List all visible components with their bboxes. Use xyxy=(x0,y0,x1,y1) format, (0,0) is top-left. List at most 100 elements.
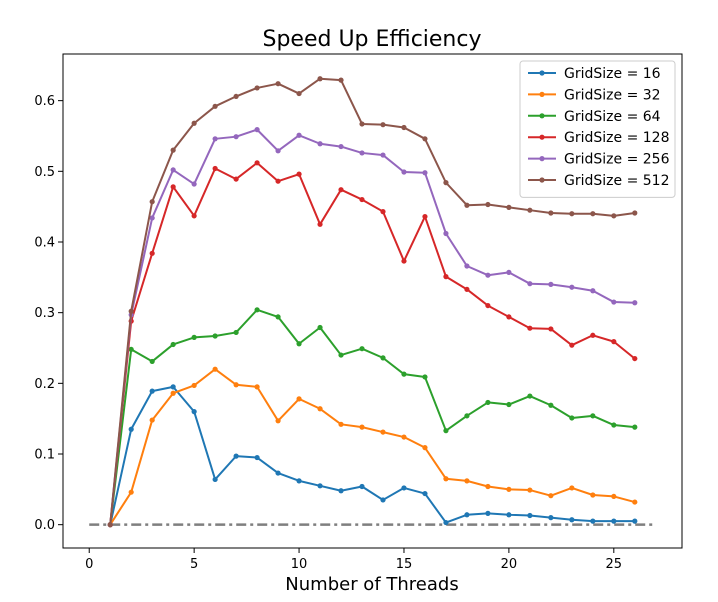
x-tick-label: 25 xyxy=(606,557,623,572)
legend-entry: GridSize = 256 xyxy=(528,152,670,168)
data-point xyxy=(464,263,470,269)
data-point xyxy=(212,366,218,372)
data-point xyxy=(506,486,512,492)
data-point xyxy=(107,522,113,528)
data-point xyxy=(212,136,218,142)
x-axis-ticks: 0 5 10 15 20 25 xyxy=(85,548,622,572)
legend-entry: GridSize = 512 xyxy=(528,173,669,189)
x-tick-label: 15 xyxy=(396,557,413,572)
data-point xyxy=(170,384,176,390)
data-point xyxy=(338,488,344,494)
data-point xyxy=(464,478,470,484)
data-point xyxy=(590,413,596,419)
data-point xyxy=(149,388,155,394)
legend-label: GridSize = 64 xyxy=(564,109,661,125)
legend-label: GridSize = 32 xyxy=(564,87,661,103)
legend-swatch-marker xyxy=(539,134,545,140)
data-point xyxy=(611,213,617,219)
data-point xyxy=(548,493,554,499)
data-point xyxy=(275,81,281,87)
data-point xyxy=(275,314,281,320)
data-point xyxy=(569,284,575,290)
series-line xyxy=(109,161,636,525)
data-point xyxy=(506,512,512,518)
y-tick-label: 0.6 xyxy=(34,94,55,109)
data-point xyxy=(548,210,554,216)
data-point xyxy=(212,165,218,172)
data-point xyxy=(422,136,428,142)
series-line xyxy=(109,385,635,525)
x-tick-label: 5 xyxy=(190,557,198,572)
data-point xyxy=(569,211,575,217)
data-point xyxy=(422,213,428,220)
data-point xyxy=(548,326,554,332)
data-point xyxy=(170,341,176,348)
data-point xyxy=(632,424,638,430)
data-point xyxy=(338,77,344,83)
data-point xyxy=(464,286,470,292)
data-point xyxy=(401,124,407,131)
data-point xyxy=(380,429,386,435)
data-point xyxy=(380,497,386,503)
data-point xyxy=(275,470,281,476)
legend-label: GridSize = 256 xyxy=(564,152,670,168)
data-point xyxy=(590,492,596,498)
legend-swatch-marker xyxy=(539,70,545,76)
data-point xyxy=(359,424,365,430)
data-point xyxy=(464,512,470,518)
data-point xyxy=(380,208,386,215)
legend-swatch-marker xyxy=(539,113,545,119)
data-point xyxy=(506,401,512,408)
data-point xyxy=(233,329,239,336)
data-point xyxy=(464,202,470,208)
data-point xyxy=(485,510,491,516)
legend-label: GridSize = 16 xyxy=(564,66,661,82)
data-point xyxy=(317,483,323,489)
data-point xyxy=(506,269,512,275)
data-point xyxy=(443,274,449,280)
legend: GridSize = 16 GridSize = 32 GridSize = 64 G… xyxy=(519,60,676,198)
data-point xyxy=(359,196,365,203)
data-point xyxy=(149,199,155,205)
data-point xyxy=(149,250,155,256)
data-point xyxy=(254,307,260,313)
data-point xyxy=(338,187,344,193)
data-point xyxy=(443,428,449,434)
x-tick-label: 10 xyxy=(291,557,308,572)
data-point xyxy=(191,409,197,415)
data-point xyxy=(233,176,239,182)
data-point xyxy=(233,382,239,388)
data-point xyxy=(296,341,302,347)
data-point xyxy=(527,281,533,287)
series-5 xyxy=(107,76,638,528)
data-point xyxy=(149,215,155,221)
data-point xyxy=(212,476,218,483)
data-point xyxy=(632,355,638,362)
data-point xyxy=(170,167,176,173)
data-point xyxy=(485,399,491,406)
data-point xyxy=(632,518,638,524)
data-point xyxy=(359,121,365,127)
legend-swatch-marker xyxy=(539,91,545,97)
y-tick-label: 0.0 xyxy=(34,518,55,533)
data-point xyxy=(338,352,344,358)
data-point xyxy=(611,422,617,428)
data-point xyxy=(443,180,449,186)
data-point xyxy=(506,204,512,210)
data-point xyxy=(275,178,281,184)
data-point xyxy=(128,346,134,353)
series-line xyxy=(109,308,635,525)
x-axis-label: Number of Threads xyxy=(285,574,458,595)
data-point xyxy=(275,148,281,154)
data-point xyxy=(632,210,638,216)
y-tick-label: 0.2 xyxy=(34,377,55,392)
data-point xyxy=(296,478,302,484)
series-1 xyxy=(107,366,638,528)
data-point xyxy=(485,201,491,208)
data-point xyxy=(191,382,197,389)
data-point xyxy=(611,339,617,345)
data-point xyxy=(380,122,386,128)
data-point xyxy=(422,445,428,451)
data-point xyxy=(527,325,533,331)
